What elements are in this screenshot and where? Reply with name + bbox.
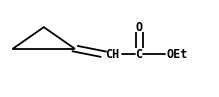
Text: O: O [136,21,143,34]
Text: C: C [136,48,143,61]
Text: CH: CH [105,48,119,61]
Text: OEt: OEt [166,48,188,61]
